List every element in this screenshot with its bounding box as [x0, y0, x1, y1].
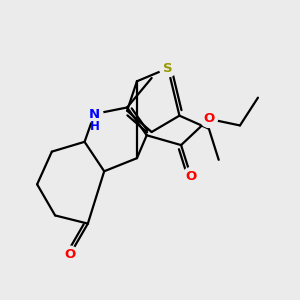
Text: S: S [163, 62, 173, 75]
Circle shape [182, 168, 200, 185]
Text: O: O [64, 248, 76, 261]
Circle shape [160, 60, 176, 77]
Text: O: O [185, 170, 197, 183]
Circle shape [61, 246, 78, 263]
Circle shape [200, 110, 218, 127]
Circle shape [86, 106, 103, 122]
Text: N: N [89, 107, 100, 121]
Text: H: H [89, 120, 99, 133]
Text: O: O [203, 112, 214, 125]
